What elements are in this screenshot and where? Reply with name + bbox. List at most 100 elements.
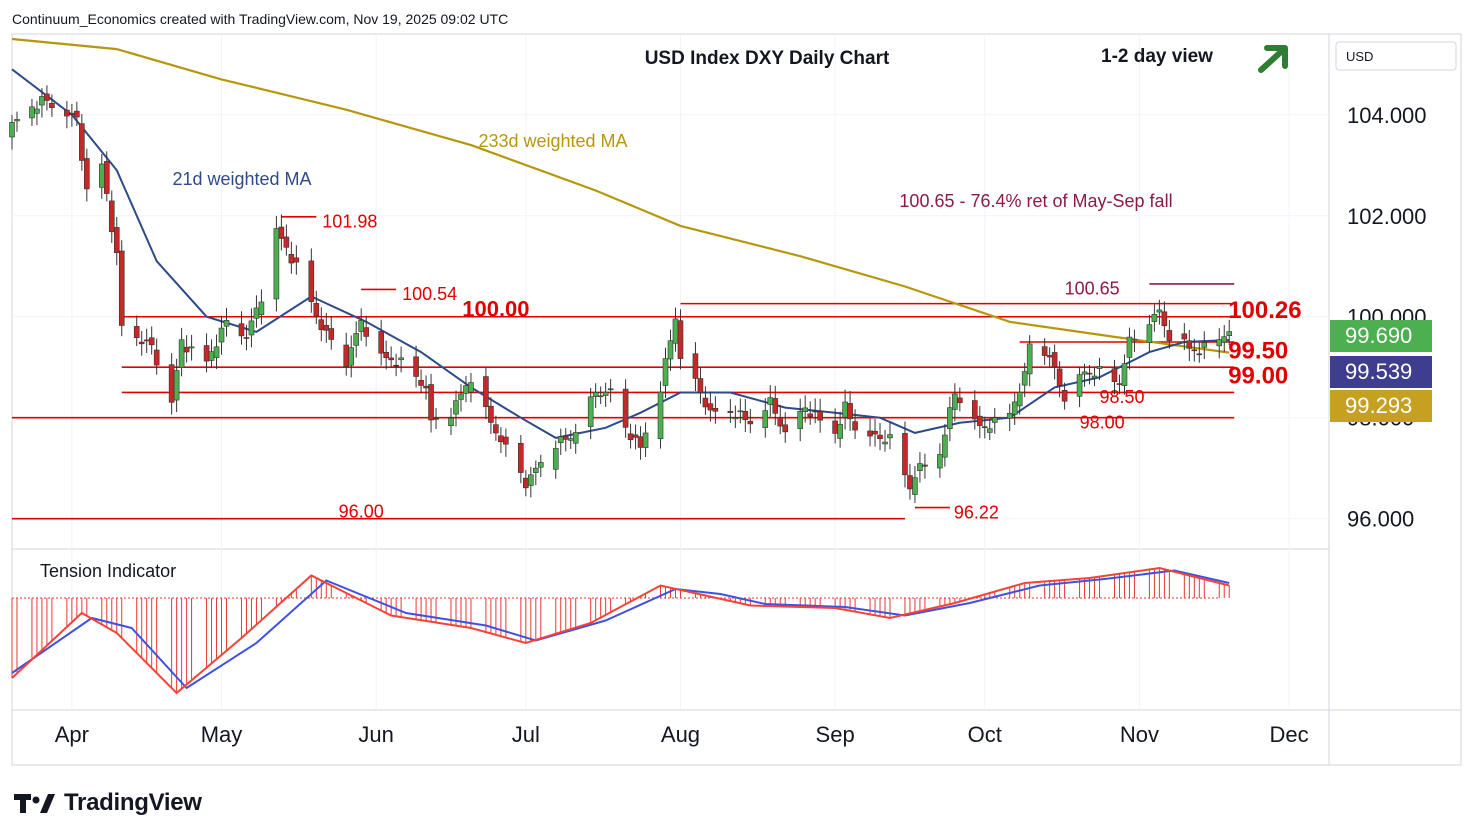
candle-body bbox=[113, 227, 120, 254]
candle-body bbox=[84, 158, 90, 190]
candle-body bbox=[1126, 336, 1133, 358]
time-tick-label: Nov bbox=[1120, 722, 1159, 747]
candle-body bbox=[44, 93, 50, 101]
candle-body bbox=[1186, 340, 1193, 349]
candle-body bbox=[597, 395, 604, 398]
candle-body bbox=[1146, 324, 1153, 344]
candle-body bbox=[468, 382, 474, 393]
price-badge bbox=[1330, 320, 1432, 352]
candle-body bbox=[413, 356, 419, 377]
tradingview-logo[interactable]: TradingView bbox=[14, 788, 202, 818]
candle-body bbox=[218, 327, 225, 343]
candle-body bbox=[433, 418, 439, 420]
ma21-line bbox=[11, 68, 1230, 439]
candle-body bbox=[9, 122, 15, 138]
candle-body bbox=[812, 410, 818, 413]
candle-body bbox=[79, 123, 85, 161]
candle-body bbox=[981, 426, 988, 429]
candle-body bbox=[223, 319, 230, 327]
chart-subtitle: 1-2 day view bbox=[1101, 46, 1213, 67]
candle-body bbox=[493, 424, 499, 434]
candle-body bbox=[183, 346, 190, 353]
candle-body bbox=[1116, 383, 1123, 385]
candle-body bbox=[747, 420, 754, 425]
candle-body bbox=[697, 378, 704, 393]
candle-body bbox=[972, 400, 978, 420]
candle-body bbox=[153, 349, 160, 366]
candle-body bbox=[607, 388, 614, 391]
level-label-100-26: 100.26 bbox=[1228, 297, 1301, 324]
candle-body bbox=[942, 434, 948, 458]
candle-body bbox=[1056, 368, 1063, 386]
candle-body bbox=[847, 403, 853, 420]
candle-body bbox=[882, 441, 888, 445]
candle-body bbox=[398, 357, 404, 361]
time-tick-label: Aug bbox=[661, 722, 700, 747]
candle-body bbox=[852, 421, 858, 431]
candle-body bbox=[772, 398, 779, 414]
candle-body bbox=[562, 436, 569, 440]
candle-body bbox=[143, 339, 150, 342]
currency-selector[interactable] bbox=[1335, 41, 1457, 71]
candle-body bbox=[1026, 343, 1033, 375]
candle-body bbox=[976, 415, 983, 426]
candle-body bbox=[986, 428, 993, 433]
candle-body bbox=[363, 327, 369, 337]
time-tick-label: Sep bbox=[816, 722, 855, 747]
level-label-99-00: 99.00 bbox=[1228, 363, 1288, 390]
level-label-99-50: 99.50 bbox=[1228, 337, 1288, 364]
candle-body bbox=[872, 430, 878, 435]
candle-body bbox=[488, 405, 494, 423]
candle-body bbox=[348, 347, 355, 366]
candle-body bbox=[343, 344, 350, 367]
candle-body bbox=[388, 357, 394, 361]
candle-body bbox=[243, 337, 250, 339]
candle-body bbox=[1021, 371, 1028, 386]
candle-body bbox=[667, 340, 674, 360]
candle-body bbox=[1081, 371, 1088, 375]
trend-up-arrow-icon bbox=[1258, 45, 1288, 73]
candle-body bbox=[832, 420, 838, 434]
level-label-100-54: 100.54 bbox=[402, 284, 457, 304]
candle-body bbox=[423, 385, 429, 389]
candle-body bbox=[463, 385, 469, 394]
ma21-label: 21d weighted MA bbox=[172, 169, 311, 189]
time-tick-label: Apr bbox=[55, 722, 89, 747]
candle-body bbox=[807, 413, 813, 417]
candle-body bbox=[273, 228, 280, 300]
candle-body bbox=[323, 325, 330, 331]
candle-body bbox=[602, 391, 609, 396]
candle-body bbox=[253, 307, 260, 319]
candle-body bbox=[133, 326, 140, 338]
candle-body bbox=[777, 417, 784, 427]
candle-body bbox=[288, 254, 295, 264]
chart-title: USD Index DXY Daily Chart bbox=[645, 48, 890, 69]
time-tick-label: May bbox=[201, 722, 243, 747]
candle-body bbox=[957, 397, 963, 404]
candle-body bbox=[1216, 339, 1223, 347]
candle-body bbox=[887, 434, 893, 439]
candle-body bbox=[677, 320, 684, 359]
candle-body bbox=[592, 392, 599, 398]
candle-body bbox=[1111, 368, 1118, 383]
candle-body bbox=[1221, 336, 1228, 343]
candle-body bbox=[208, 351, 215, 361]
candle-body bbox=[98, 163, 105, 188]
candle-body bbox=[1011, 401, 1018, 415]
candle-body bbox=[39, 96, 45, 106]
candle-body bbox=[1046, 355, 1053, 358]
price-badge bbox=[1330, 356, 1432, 388]
candle-body bbox=[453, 400, 459, 415]
price-tick-label: 104.000 bbox=[1347, 103, 1427, 128]
candle-body bbox=[103, 161, 110, 194]
candle-body bbox=[1051, 352, 1058, 368]
candle-body bbox=[732, 417, 739, 420]
candle-body bbox=[877, 434, 883, 440]
candle-body bbox=[867, 430, 873, 437]
price-badge bbox=[1330, 390, 1432, 422]
candle-body bbox=[917, 463, 923, 471]
candle-body bbox=[258, 301, 265, 316]
candle-body bbox=[947, 407, 953, 430]
candle-body bbox=[1041, 346, 1048, 356]
